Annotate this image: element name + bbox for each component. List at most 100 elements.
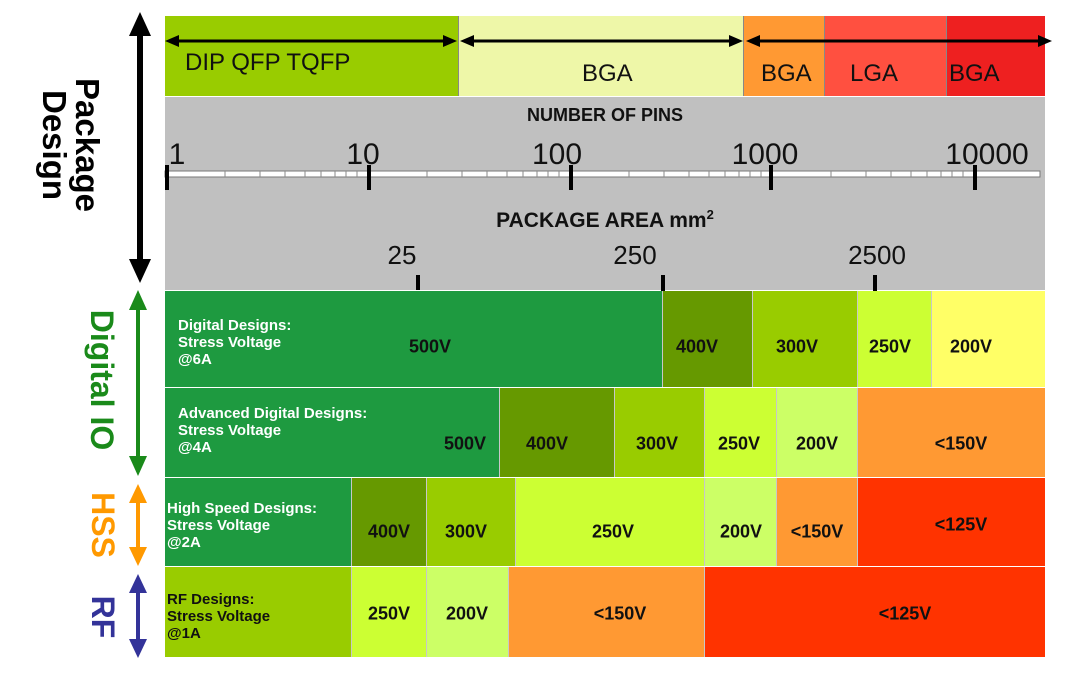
minor-ticks — [224, 171, 964, 177]
row3-cell-label-bg — [165, 478, 352, 566]
row4-label: RF Designs: Stress Voltage @1A — [167, 591, 270, 642]
row2-cell-200v — [777, 388, 858, 477]
voltage-label: 500V — [408, 336, 452, 357]
package-design-arrow — [129, 12, 151, 283]
pins-log-ruler — [164, 165, 1041, 190]
row1-label: Digital Designs: Stress Voltage @6A — [178, 317, 291, 368]
rf-arrow — [129, 574, 147, 658]
area-title-text: PACKAGE AREA mm — [496, 209, 707, 232]
pins-scale-title: NUMBER OF PINS — [526, 105, 683, 125]
row-label-line: Advanced Digital Designs: — [178, 405, 368, 422]
row2-cell-250v — [705, 388, 777, 477]
package-design-line1: Package — [69, 78, 106, 212]
voltage-label: 200V — [949, 336, 993, 357]
pins-tick-label: 10 — [346, 138, 380, 171]
area-tick — [661, 275, 665, 297]
package-cell-bga-1: BGA — [459, 16, 744, 96]
span-arrow-bga-lga — [746, 35, 1052, 47]
row3-cell-400v — [352, 478, 427, 566]
voltage-label: 250V — [717, 433, 761, 454]
left-arrows — [129, 12, 151, 658]
row-label-line: @4A — [178, 439, 212, 456]
row1-cell-500v — [165, 291, 663, 387]
row4-cell-200v — [427, 567, 509, 657]
row-label-line: Digital Designs: — [178, 317, 292, 334]
voltage-label: 200V — [445, 603, 489, 624]
hss-arrow — [129, 484, 147, 566]
voltage-label: 200V — [719, 521, 763, 542]
rf-label: RF — [85, 595, 121, 639]
area-tick — [416, 275, 420, 290]
voltage-label: 250V — [367, 603, 411, 624]
span-arrow-dip — [165, 35, 457, 47]
span-arrow-bga — [460, 35, 743, 47]
row2-label: Advanced Digital Designs: Stress Voltage… — [178, 405, 367, 456]
row3-label: High Speed Designs: Stress Voltage @2A — [167, 500, 317, 551]
area-tick-label: 25 — [387, 240, 417, 270]
row3-cell-300v — [427, 478, 516, 566]
row2-cell-500v — [165, 388, 500, 477]
row4-cell-125v — [705, 567, 1045, 657]
row4-cell-label-bg — [165, 567, 352, 657]
package-label: BGA — [582, 60, 633, 87]
row1-cell-200v — [932, 291, 1045, 387]
row-label-line: @2A — [167, 534, 201, 551]
row-label-line: @6A — [178, 351, 212, 368]
voltage-label: <125V — [878, 603, 932, 624]
package-label: BGA — [949, 60, 1000, 87]
hss-label: HSS — [85, 492, 121, 558]
digital-io-arrow — [129, 290, 147, 476]
pins-tick-label: 1 — [168, 138, 186, 171]
row3-cell-150v — [777, 478, 858, 566]
voltage-label: 400V — [525, 433, 569, 454]
voltage-label: 300V — [444, 521, 488, 542]
voltage-label: 400V — [367, 521, 411, 542]
row-label-line: Stress Voltage — [178, 334, 282, 351]
voltage-label: <150V — [790, 521, 844, 542]
package-label: LGA — [850, 60, 899, 87]
voltage-label: <150V — [593, 603, 647, 624]
row-label-line: Stress Voltage — [178, 422, 282, 439]
package-label: BGA — [761, 60, 812, 87]
area-tick — [873, 275, 877, 297]
voltage-label: 400V — [675, 336, 719, 357]
voltage-label: <150V — [934, 433, 988, 454]
voltage-label: <125V — [934, 514, 988, 535]
voltage-label: 300V — [635, 433, 679, 454]
package-cell-bga-3: BGA — [947, 16, 1045, 96]
digital-io-label: Digital IO — [84, 309, 120, 451]
row2-cell-150v — [858, 388, 1045, 477]
voltage-label: 200V — [795, 433, 839, 454]
package-span-arrows — [165, 35, 1052, 47]
row3-cell-125v — [858, 478, 1045, 566]
voltage-label: 250V — [868, 336, 912, 357]
row-label-line: RF Designs: — [167, 591, 255, 608]
row1-cell-300v — [753, 291, 858, 387]
package-cell-bga-2: BGA — [744, 16, 825, 96]
area-tick-label: 250 — [613, 240, 657, 270]
row-label-line: Stress Voltage — [167, 517, 271, 534]
row3-cell-250v — [516, 478, 705, 566]
area-scale-title: PACKAGE AREA mm2 — [165, 207, 1045, 233]
row4-cell-150v — [509, 567, 705, 657]
area-tick-label: 2500 — [848, 240, 906, 270]
voltage-label: 250V — [591, 521, 635, 542]
voltage-label: 500V — [443, 433, 487, 454]
row4-cell-250v — [352, 567, 427, 657]
row2-cell-400v — [500, 388, 615, 477]
row-label-line: @1A — [167, 625, 201, 642]
pins-tick-label: 10000 — [945, 138, 1029, 171]
pins-tick-label: 1000 — [731, 138, 799, 171]
row1-cell-400v — [663, 291, 753, 387]
package-design-label: Package Design — [36, 65, 106, 225]
package-design-line2: Design — [36, 89, 73, 201]
pins-tick-label: 100 — [531, 138, 583, 171]
package-cell-dip-qfp-tqfp: DIP QFP TQFP — [165, 16, 459, 96]
row-label-line: High Speed Designs: — [167, 500, 318, 517]
scale-band — [165, 97, 1045, 290]
row-label-line: Stress Voltage — [167, 608, 271, 625]
major-ticks — [165, 165, 977, 190]
row2-cell-300v — [615, 388, 705, 477]
row3-cell-200v — [705, 478, 777, 566]
voltage-label: 300V — [775, 336, 819, 357]
